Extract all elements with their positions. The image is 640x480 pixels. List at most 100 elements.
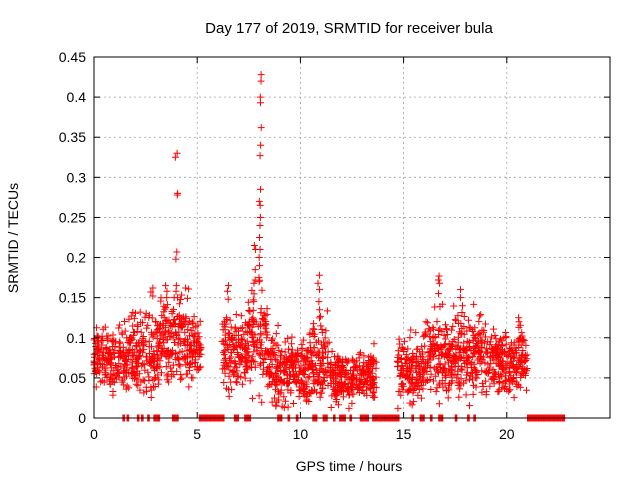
data-point — [404, 388, 412, 396]
data-point — [302, 380, 310, 388]
data-point — [481, 359, 489, 367]
data-point — [358, 386, 366, 394]
data-point — [221, 326, 229, 334]
data-point — [97, 378, 105, 386]
data-point — [281, 397, 289, 405]
data-point — [260, 310, 268, 318]
plot-frame — [93, 56, 611, 419]
data-point — [137, 328, 145, 336]
data-point — [246, 377, 254, 385]
data-point — [478, 388, 486, 396]
data-point — [310, 320, 318, 328]
data-point — [157, 369, 165, 377]
data-point — [446, 371, 454, 379]
data-point — [268, 380, 276, 388]
data-point — [366, 360, 374, 368]
data-point — [260, 316, 268, 324]
data-point — [220, 378, 228, 386]
data-point — [183, 335, 191, 343]
data-point — [145, 359, 153, 367]
data-point — [297, 351, 305, 359]
data-point — [280, 367, 288, 375]
data-point — [264, 363, 272, 371]
data-point — [310, 325, 318, 333]
data-point — [435, 351, 443, 359]
y-tick-label: 0.4 — [67, 89, 87, 105]
data-point — [342, 385, 350, 393]
data-point — [422, 359, 430, 367]
data-point — [229, 346, 237, 354]
data-point — [313, 370, 321, 378]
data-point — [510, 394, 518, 402]
data-point — [476, 331, 484, 339]
data-point — [414, 358, 422, 366]
data-point — [321, 334, 329, 342]
data-point — [108, 354, 116, 362]
data-point — [395, 388, 403, 396]
data-point — [224, 295, 232, 303]
data-point — [228, 386, 236, 394]
data-point — [256, 221, 264, 229]
data-point — [261, 311, 269, 319]
data-point — [151, 375, 159, 383]
data-point — [103, 332, 111, 340]
data-point — [255, 278, 263, 286]
data-point — [398, 362, 406, 370]
data-point — [99, 325, 107, 333]
data-point — [502, 364, 510, 372]
data-point — [458, 354, 466, 362]
data-point — [103, 356, 111, 364]
data-point — [475, 312, 483, 320]
data-point — [303, 346, 311, 354]
data-point — [498, 349, 506, 357]
data-point — [425, 325, 433, 333]
data-point — [288, 333, 296, 341]
data-point — [173, 149, 181, 157]
data-point — [515, 337, 523, 345]
axes: 0 0.05 0.1 0.15 0.2 0.25 0.3 0.35 0.4 0.45 0 5 10 15 2… — [59, 49, 611, 442]
data-point — [306, 331, 314, 339]
data-point — [495, 374, 503, 382]
data-point — [435, 330, 443, 338]
data-point — [395, 335, 403, 343]
data-point — [196, 364, 204, 372]
data-point — [490, 376, 498, 384]
data-point — [426, 363, 434, 371]
data-point — [460, 313, 468, 321]
data-point — [443, 349, 451, 357]
data-point — [305, 397, 313, 405]
data-point — [236, 343, 244, 351]
data-point — [496, 354, 504, 362]
data-point — [194, 366, 202, 374]
chart-title: Day 177 of 2019, SRMTID for receiver bul… — [205, 20, 493, 37]
data-point — [443, 331, 451, 339]
data-point — [310, 350, 318, 358]
data-point — [305, 373, 313, 381]
data-point — [363, 391, 371, 399]
data-point — [427, 385, 435, 393]
data-point — [219, 365, 227, 373]
data-point — [281, 338, 289, 346]
data-point — [355, 354, 363, 362]
y-tick-label: 0.2 — [67, 250, 87, 266]
data-point — [522, 357, 530, 365]
data-point — [127, 333, 135, 341]
data-point — [451, 316, 459, 324]
data-point — [338, 362, 346, 370]
data-point — [188, 318, 196, 326]
data-point — [275, 390, 283, 398]
data-point — [407, 326, 415, 334]
data-point — [398, 362, 406, 370]
x-tick-label: 10 — [293, 426, 309, 442]
data-point — [469, 390, 477, 398]
data-point — [478, 326, 486, 334]
data-point — [493, 341, 501, 349]
data-point — [151, 383, 159, 391]
data-point — [413, 374, 421, 382]
data-point — [405, 363, 413, 371]
data-point — [300, 365, 308, 373]
data-point — [133, 328, 141, 336]
data-point — [269, 335, 277, 343]
data-point — [318, 361, 326, 369]
data-point — [310, 333, 318, 341]
